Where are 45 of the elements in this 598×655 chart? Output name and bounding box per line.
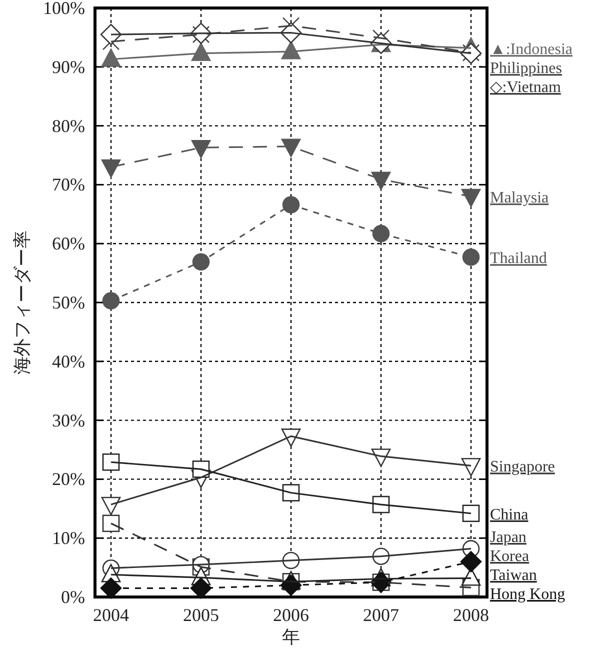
series-label: ▲:Indonesia <box>490 41 572 58</box>
x-tick-label: 2008 <box>453 605 489 625</box>
point <box>101 48 121 67</box>
point <box>190 578 212 599</box>
point <box>102 292 120 310</box>
x-tick-label: 2004 <box>93 605 129 625</box>
x-axis-title: 年 <box>282 627 300 647</box>
y-tick-label: 100% <box>43 0 85 18</box>
y-tick-label: 80% <box>52 116 85 136</box>
point <box>282 196 300 214</box>
point <box>101 496 121 516</box>
point <box>281 428 301 447</box>
point <box>100 578 122 599</box>
series-label: Taiwan <box>490 567 537 584</box>
x-tick-label: 2007 <box>363 605 399 625</box>
point <box>460 551 482 572</box>
x-tick-label: 2005 <box>183 605 219 625</box>
series-label: Singapore <box>490 458 555 476</box>
y-tick-label: 60% <box>52 234 85 254</box>
y-tick-label: 0% <box>61 587 85 607</box>
point <box>462 504 480 522</box>
point <box>102 453 120 471</box>
point <box>102 514 120 532</box>
series-label: ◇:Vietnam <box>490 79 562 96</box>
point <box>372 224 390 242</box>
y-tick-label: 50% <box>52 292 85 312</box>
point <box>191 42 211 62</box>
x-tick-label: 2006 <box>273 605 309 625</box>
series-label: Korea <box>490 548 530 565</box>
y-tick-label: 10% <box>52 528 85 548</box>
series-label: Philippines <box>490 60 562 78</box>
series-label: China <box>490 506 528 524</box>
y-tick-label: 40% <box>52 351 85 372</box>
series-label: Hong Kong <box>490 586 566 603</box>
series-label: Thailand <box>490 250 547 268</box>
y-axis-title: 海外フィーダー率 <box>12 230 32 374</box>
y-tick-label: 70% <box>52 174 85 195</box>
series-label: Malaysia <box>490 189 549 206</box>
point <box>192 253 210 271</box>
point <box>462 248 480 266</box>
y-tick-label: 20% <box>52 469 85 490</box>
point <box>461 458 481 476</box>
text: Japan <box>490 529 526 546</box>
y-tick-label: 90% <box>52 56 85 77</box>
y-tick-label: 30% <box>52 410 85 430</box>
